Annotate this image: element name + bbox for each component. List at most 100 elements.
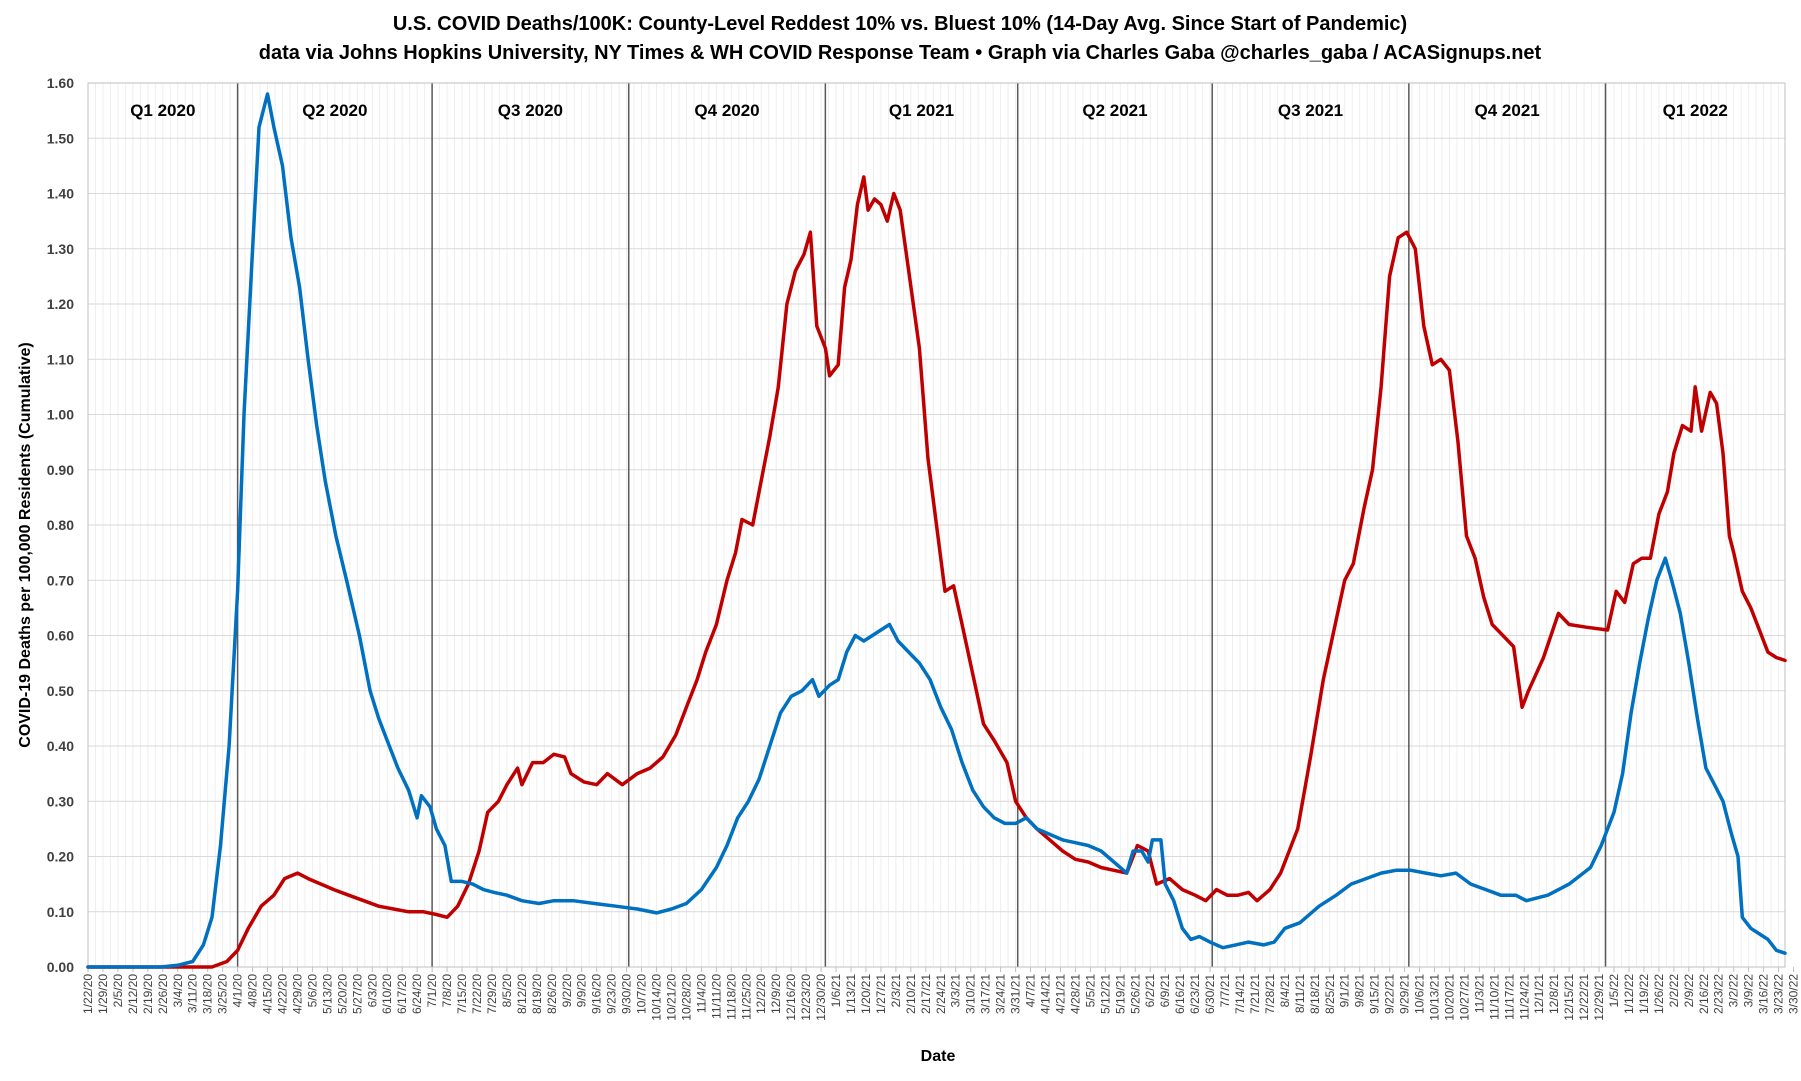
x-tick-label: 3/11/20 <box>186 974 200 1013</box>
x-tick-label: 6/30/21 <box>1203 974 1217 1014</box>
x-tick-label: 2/26/20 <box>156 974 170 1014</box>
x-tick-label: 7/7/21 <box>1218 974 1232 1008</box>
y-tick-label: 1.40 <box>47 186 74 202</box>
y-tick-label: 1.50 <box>47 130 74 146</box>
x-tick-label: 10/7/20 <box>635 974 649 1014</box>
x-tick-label: 12/16/20 <box>784 974 798 1021</box>
x-tick-label: 7/29/20 <box>485 974 499 1014</box>
x-tick-label: 8/26/20 <box>545 974 559 1014</box>
x-tick-label: 1/12/22 <box>1622 974 1636 1014</box>
x-tick-label: 12/23/20 <box>799 974 813 1021</box>
x-tick-label: 2/24/21 <box>934 974 948 1014</box>
x-tick-label: 6/3/20 <box>365 974 379 1008</box>
x-tick-label: 4/14/21 <box>1039 974 1053 1014</box>
y-tick-label: 0.90 <box>47 462 74 478</box>
x-tick-label: 11/10/21 <box>1487 974 1501 1020</box>
x-tick-label: 4/29/20 <box>290 974 304 1014</box>
x-tick-label: 4/8/20 <box>246 974 260 1008</box>
x-tick-label: 7/15/20 <box>455 974 469 1014</box>
x-tick-label: 1/26/22 <box>1652 974 1666 1014</box>
x-tick-label: 11/3/21 <box>1472 974 1486 1013</box>
quarter-label: Q1 2022 <box>1663 101 1728 120</box>
x-tick-label: 5/20/20 <box>335 974 349 1014</box>
series-lines <box>86 92 1787 969</box>
chart-title: U.S. COVID Deaths/100K: County-Level Red… <box>393 13 1407 35</box>
x-tick-label: 7/21/21 <box>1248 974 1262 1014</box>
x-tick-label: 11/4/20 <box>694 974 708 1013</box>
x-tick-label: 9/23/20 <box>605 974 619 1014</box>
x-tick-label: 11/11/20 <box>709 974 723 1019</box>
quarter-label: Q4 2020 <box>694 101 759 120</box>
quarter-label: Q2 2020 <box>302 101 367 120</box>
gridlines <box>87 82 1785 968</box>
quarter-label: Q3 2021 <box>1278 101 1343 120</box>
x-tick-label: 2/19/20 <box>141 974 155 1014</box>
x-tick-label: 4/1/20 <box>231 974 245 1008</box>
y-tick-label: 0.10 <box>47 904 74 920</box>
series-line-red <box>86 175 1787 969</box>
x-tick-label: 11/18/20 <box>724 974 738 1020</box>
x-tick-label: 9/9/20 <box>575 974 589 1008</box>
y-tick-label: 0.00 <box>47 959 74 975</box>
x-tick-label: 3/23/22 <box>1772 974 1786 1014</box>
x-axis-title: Date <box>921 1048 956 1065</box>
y-axis-title: COVID-19 Deaths per 100,000 Residents (C… <box>17 342 34 747</box>
x-tick-label: 2/23/22 <box>1712 974 1726 1014</box>
x-tick-label: 1/22/20 <box>81 974 95 1014</box>
x-tick-label: 8/18/21 <box>1308 974 1322 1014</box>
quarter-label: Q3 2020 <box>498 101 563 120</box>
x-tick-label: 10/27/21 <box>1457 974 1471 1021</box>
y-tick-label: 0.80 <box>47 517 74 533</box>
y-tick-label: 1.00 <box>47 407 74 423</box>
x-tick-label: 1/19/22 <box>1637 974 1651 1014</box>
x-tick-label: 10/6/21 <box>1413 974 1427 1014</box>
x-tick-label: 1/20/21 <box>859 974 873 1014</box>
x-tick-label: 5/12/21 <box>1098 974 1112 1014</box>
x-tick-label: 6/10/20 <box>380 974 394 1014</box>
quarter-label: Q1 2021 <box>889 101 954 120</box>
plot-area-border <box>87 82 1786 968</box>
x-tick-label: 6/2/21 <box>1143 974 1157 1008</box>
x-tick-label: 12/30/20 <box>814 974 828 1021</box>
x-tick-label: 4/7/21 <box>1024 974 1038 1008</box>
x-tick-label: 3/17/21 <box>979 974 993 1014</box>
x-tick-label: 4/22/20 <box>275 974 289 1014</box>
x-tick-label: 4/15/20 <box>261 974 275 1014</box>
x-tick-label: 9/16/20 <box>590 974 604 1014</box>
x-tick-label: 6/24/20 <box>410 974 424 1014</box>
x-tick-label: 6/16/21 <box>1173 974 1187 1014</box>
x-tick-label: 7/14/21 <box>1233 974 1247 1014</box>
y-tick-label: 1.20 <box>47 296 74 312</box>
x-tick-label: 7/1/20 <box>425 974 439 1008</box>
y-tick-label: 0.40 <box>47 738 74 754</box>
y-tick-label: 0.30 <box>47 793 74 809</box>
x-tick-label: 9/22/21 <box>1383 974 1397 1014</box>
x-tick-label: 3/10/21 <box>964 974 978 1014</box>
x-tick-label: 9/29/21 <box>1398 974 1412 1014</box>
x-tick-label: 5/19/21 <box>1113 974 1127 1014</box>
x-tick-label: 2/2/22 <box>1667 974 1681 1008</box>
x-tick-label: 3/2/22 <box>1727 974 1741 1008</box>
x-tick-label: 3/18/20 <box>201 974 215 1014</box>
x-tick-label: 11/25/20 <box>739 974 753 1020</box>
x-tick-label: 5/5/21 <box>1083 974 1097 1008</box>
x-tick-label: 1/13/21 <box>844 974 858 1014</box>
x-tick-label: 9/8/21 <box>1353 974 1367 1008</box>
x-tick-label: 1/5/22 <box>1607 974 1621 1008</box>
x-tick-label: 12/29/21 <box>1592 974 1606 1021</box>
x-tick-label: 8/5/20 <box>500 974 514 1008</box>
axes: 0.00 0.10 0.20 0.30 0.40 0.50 0.60 0.70 0.80 0.90… <box>47 75 1801 1021</box>
x-tick-label: 3/16/22 <box>1757 974 1771 1014</box>
y-tick-label: 0.70 <box>47 572 74 588</box>
x-tick-label: 3/30/22 <box>1787 974 1801 1014</box>
y-tick-label: 1.30 <box>47 241 74 257</box>
y-tick-label: 1.60 <box>47 75 74 91</box>
x-tick-label: 12/15/21 <box>1562 974 1576 1021</box>
x-tick-label: 1/27/21 <box>874 974 888 1014</box>
x-tick-label: 8/25/21 <box>1323 974 1337 1014</box>
x-tick-label: 10/21/20 <box>664 974 678 1021</box>
x-tick-label: 12/8/21 <box>1547 974 1561 1014</box>
x-tick-label: 10/28/20 <box>679 974 693 1021</box>
